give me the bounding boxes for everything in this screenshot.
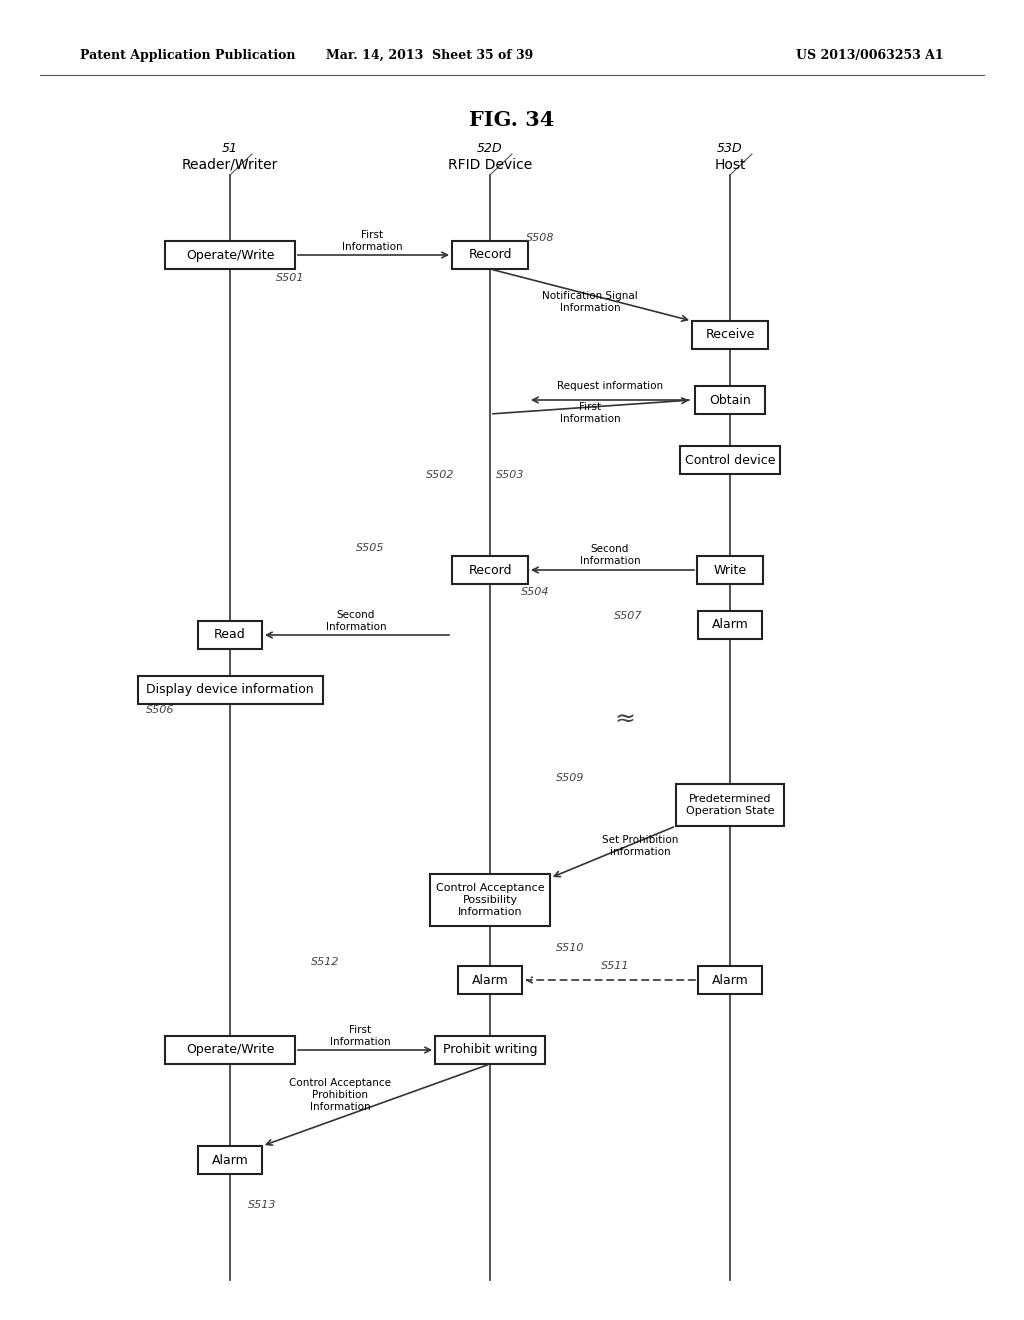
Text: 51: 51 bbox=[222, 141, 238, 154]
Text: Display device information: Display device information bbox=[146, 684, 313, 697]
Text: RFID Device: RFID Device bbox=[447, 158, 532, 172]
Text: S501: S501 bbox=[275, 273, 304, 282]
Text: Control device: Control device bbox=[685, 454, 775, 466]
Bar bbox=[698, 966, 762, 994]
Text: Predetermined
Operation State: Predetermined Operation State bbox=[686, 795, 774, 816]
Bar bbox=[430, 874, 550, 927]
Bar bbox=[458, 966, 522, 994]
Text: Host: Host bbox=[715, 158, 745, 172]
Bar bbox=[680, 446, 780, 474]
Text: S510: S510 bbox=[556, 942, 585, 953]
Text: S502: S502 bbox=[426, 470, 455, 480]
Text: Prohibit writing: Prohibit writing bbox=[442, 1044, 538, 1056]
Text: Request information: Request information bbox=[557, 381, 664, 391]
Text: Mar. 14, 2013  Sheet 35 of 39: Mar. 14, 2013 Sheet 35 of 39 bbox=[327, 49, 534, 62]
Text: 53D: 53D bbox=[717, 141, 742, 154]
Text: Reader/Writer: Reader/Writer bbox=[182, 158, 279, 172]
Bar bbox=[695, 385, 765, 414]
Text: S513: S513 bbox=[248, 1200, 276, 1210]
Bar bbox=[697, 556, 763, 583]
Bar bbox=[698, 611, 762, 639]
Text: S504: S504 bbox=[521, 587, 549, 597]
Text: Set Prohibition
information: Set Prohibition information bbox=[602, 836, 678, 857]
Bar bbox=[165, 1036, 295, 1064]
Text: First
Information: First Information bbox=[330, 1026, 390, 1047]
Text: S503: S503 bbox=[496, 470, 524, 480]
Text: Alarm: Alarm bbox=[472, 974, 508, 986]
Text: S512: S512 bbox=[310, 957, 339, 968]
Text: S509: S509 bbox=[556, 774, 585, 783]
Bar bbox=[676, 784, 784, 826]
Bar bbox=[452, 242, 528, 269]
Text: Second
Information: Second Information bbox=[326, 610, 386, 632]
Text: First
Information: First Information bbox=[560, 403, 621, 424]
Text: US 2013/0063253 A1: US 2013/0063253 A1 bbox=[797, 49, 944, 62]
Text: S511: S511 bbox=[601, 961, 630, 972]
Text: Receive: Receive bbox=[706, 329, 755, 342]
Text: ≈: ≈ bbox=[614, 708, 636, 733]
Text: Second
Information: Second Information bbox=[580, 544, 640, 566]
Text: S508: S508 bbox=[525, 234, 554, 243]
Bar bbox=[137, 676, 323, 704]
Text: Record: Record bbox=[468, 248, 512, 261]
Text: Control Acceptance
Possibility
Information: Control Acceptance Possibility Informati… bbox=[435, 883, 545, 916]
Text: Obtain: Obtain bbox=[710, 393, 751, 407]
Text: Notification Signal
Information: Notification Signal Information bbox=[542, 292, 638, 313]
Text: FIG. 34: FIG. 34 bbox=[469, 110, 555, 129]
Text: S505: S505 bbox=[355, 543, 384, 553]
Bar bbox=[452, 556, 528, 583]
Text: S507: S507 bbox=[613, 611, 642, 620]
Text: Alarm: Alarm bbox=[712, 619, 749, 631]
Text: Operate/Write: Operate/Write bbox=[185, 1044, 274, 1056]
Bar bbox=[435, 1036, 545, 1064]
Bar bbox=[198, 620, 262, 649]
Bar bbox=[165, 242, 295, 269]
Text: Record: Record bbox=[468, 564, 512, 577]
Bar bbox=[692, 321, 768, 348]
Text: Operate/Write: Operate/Write bbox=[185, 248, 274, 261]
Bar bbox=[198, 1146, 262, 1173]
Text: S506: S506 bbox=[145, 705, 174, 715]
Text: Patent Application Publication: Patent Application Publication bbox=[80, 49, 296, 62]
Text: Alarm: Alarm bbox=[212, 1154, 249, 1167]
Text: Alarm: Alarm bbox=[712, 974, 749, 986]
Text: Read: Read bbox=[214, 628, 246, 642]
Text: Write: Write bbox=[714, 564, 746, 577]
Text: 52D: 52D bbox=[477, 141, 503, 154]
Text: First
Information: First Information bbox=[342, 230, 402, 252]
Text: Control Acceptance
Prohibition
Information: Control Acceptance Prohibition Informati… bbox=[289, 1078, 391, 1111]
